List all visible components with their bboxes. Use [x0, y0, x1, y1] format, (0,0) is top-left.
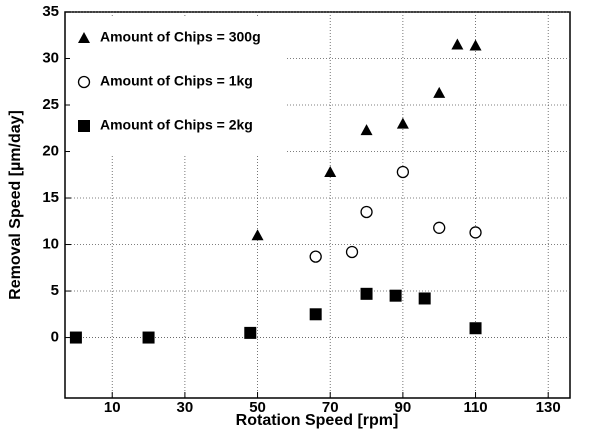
marker	[360, 287, 373, 300]
marker	[244, 326, 257, 339]
marker	[69, 331, 82, 344]
marker	[309, 308, 322, 321]
legend-label: Amount of Chips = 2kg	[100, 117, 253, 133]
y-tick-label: 30	[42, 49, 59, 66]
marker	[396, 117, 409, 129]
marker	[469, 322, 482, 335]
x-axis-label: Rotation Speed [rpm]	[236, 412, 399, 429]
marker	[324, 165, 337, 177]
marker	[469, 39, 482, 51]
marker	[433, 86, 446, 98]
x-tick-label: 130	[536, 399, 561, 416]
y-tick-label: 25	[42, 96, 59, 113]
y-tick-label: 0	[51, 329, 59, 346]
y-tick-label: 20	[42, 142, 59, 159]
marker	[433, 221, 446, 234]
marker	[345, 245, 359, 259]
marker	[251, 229, 264, 241]
x-tick-label: 10	[104, 399, 121, 416]
legend-box	[70, 18, 285, 156]
marker	[360, 205, 373, 219]
marker	[77, 75, 91, 89]
x-tick-label: 50	[249, 399, 266, 416]
marker	[78, 32, 90, 43]
marker	[451, 38, 464, 50]
legend-label: Amount of Chips = 1kg	[100, 73, 253, 89]
x-tick-label: 30	[177, 399, 194, 416]
marker	[309, 250, 322, 263]
marker	[142, 331, 155, 344]
marker	[78, 120, 90, 132]
marker	[360, 124, 373, 136]
y-tick-label: 10	[42, 235, 59, 252]
marker	[418, 292, 431, 305]
x-tick-label: 70	[322, 399, 339, 416]
x-tick-label: 110	[463, 399, 487, 416]
marker	[389, 289, 402, 302]
y-tick-label: 35	[42, 3, 59, 20]
marker	[396, 165, 410, 179]
y-axis-label: Removal Speed [µm/day]	[7, 110, 24, 300]
y-tick-label: 15	[42, 189, 59, 206]
y-tick-label: 5	[51, 282, 59, 299]
legend-label: Amount of Chips = 300g	[100, 29, 261, 45]
x-tick-label: 90	[395, 399, 412, 416]
marker	[469, 226, 482, 239]
